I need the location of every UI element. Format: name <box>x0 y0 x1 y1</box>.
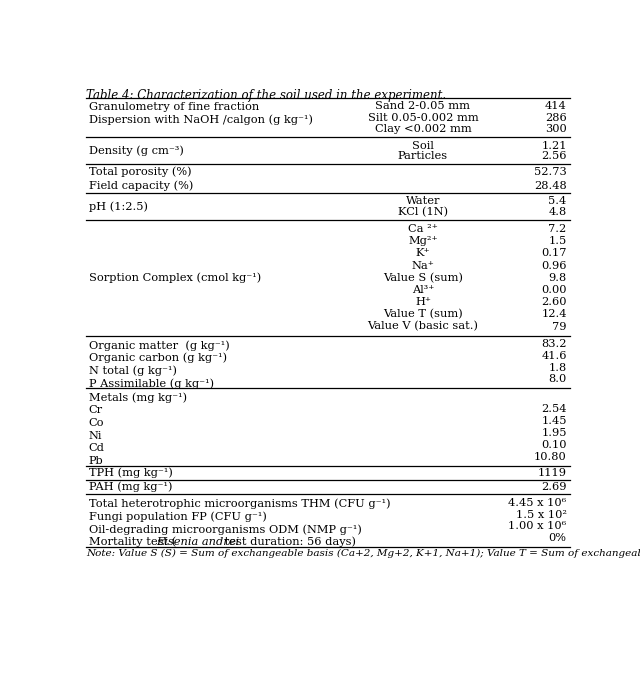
Text: Value V (basic sat.): Value V (basic sat.) <box>367 322 479 332</box>
Text: Fungi population FP (CFU g⁻¹): Fungi population FP (CFU g⁻¹) <box>88 511 266 522</box>
Text: 0.10: 0.10 <box>541 440 566 450</box>
Text: 9.8: 9.8 <box>548 273 566 283</box>
Text: Cd: Cd <box>88 444 104 453</box>
Text: Density (g cm⁻³): Density (g cm⁻³) <box>88 146 184 156</box>
Text: Table 4: Characterization of the soil used in the experiment.: Table 4: Characterization of the soil us… <box>86 89 446 103</box>
Text: Sorption Complex (cmol kg⁻¹): Sorption Complex (cmol kg⁻¹) <box>88 272 260 283</box>
Text: 0.96: 0.96 <box>541 261 566 270</box>
Text: Mortality test (: Mortality test ( <box>88 536 176 547</box>
Text: TPH (mg kg⁻¹): TPH (mg kg⁻¹) <box>88 468 172 478</box>
Text: K⁺: K⁺ <box>415 248 430 258</box>
Text: Ca ²⁺: Ca ²⁺ <box>408 224 438 234</box>
Text: Oil-degrading microorganisms ODM (NMP g⁻¹): Oil-degrading microorganisms ODM (NMP g⁻… <box>88 524 362 534</box>
Text: pH (1:2.5): pH (1:2.5) <box>88 201 148 211</box>
Text: 7.2: 7.2 <box>548 224 566 234</box>
Text: 1.95: 1.95 <box>541 428 566 438</box>
Text: PAH (mg kg⁻¹): PAH (mg kg⁻¹) <box>88 482 172 493</box>
Text: Silt 0.05-0.002 mm: Silt 0.05-0.002 mm <box>367 113 478 123</box>
Text: 0%: 0% <box>548 533 566 543</box>
Text: Co: Co <box>88 418 104 428</box>
Text: Pb: Pb <box>88 456 103 466</box>
Text: KCl (1N): KCl (1N) <box>398 207 448 217</box>
Text: Organic matter  (g kg⁻¹): Organic matter (g kg⁻¹) <box>88 340 229 351</box>
Text: 414: 414 <box>545 101 566 112</box>
Text: Total heterotrophic microorganisms THM (CFU g⁻¹): Total heterotrophic microorganisms THM (… <box>88 498 390 509</box>
Text: 286: 286 <box>545 113 566 123</box>
Text: 2.60: 2.60 <box>541 297 566 307</box>
Text: Particles: Particles <box>398 151 448 161</box>
Text: 4.8: 4.8 <box>548 207 566 217</box>
Text: 1.21: 1.21 <box>541 141 566 150</box>
Text: test duration: 56 days): test duration: 56 days) <box>221 536 356 547</box>
Text: Sand 2-0.05 mm: Sand 2-0.05 mm <box>376 101 470 112</box>
Text: 1.5 x 10²: 1.5 x 10² <box>516 510 566 520</box>
Text: Note: Value S (S) = Sum of exchangeable basis (Ca+2, Mg+2, K+1, Na+1); Value T =: Note: Value S (S) = Sum of exchangeable … <box>86 549 640 558</box>
Text: 28.48: 28.48 <box>534 181 566 191</box>
Text: 10.80: 10.80 <box>534 452 566 462</box>
Text: 4.45 x 10⁶: 4.45 x 10⁶ <box>508 498 566 508</box>
Text: 2.56: 2.56 <box>541 151 566 161</box>
Text: Value T (sum): Value T (sum) <box>383 309 463 319</box>
Text: 2.54: 2.54 <box>541 404 566 414</box>
Text: Mg²⁺: Mg²⁺ <box>408 236 438 246</box>
Text: Ni: Ni <box>88 431 102 441</box>
Text: Organic carbon (g kg⁻¹): Organic carbon (g kg⁻¹) <box>88 353 227 363</box>
Text: Eisenia andrei: Eisenia andrei <box>156 537 239 547</box>
Text: 12.4: 12.4 <box>541 309 566 319</box>
Text: 5.4: 5.4 <box>548 196 566 206</box>
Text: Al³⁺: Al³⁺ <box>412 285 434 295</box>
Text: 0.00: 0.00 <box>541 285 566 295</box>
Text: 1.8: 1.8 <box>548 362 566 373</box>
Text: Water: Water <box>406 196 440 206</box>
Text: N total (g kg⁻¹): N total (g kg⁻¹) <box>88 365 177 376</box>
Text: 1119: 1119 <box>538 468 566 478</box>
Text: 1.5: 1.5 <box>548 236 566 246</box>
Text: Na⁺: Na⁺ <box>412 261 435 270</box>
Text: Cr: Cr <box>88 405 102 415</box>
Text: 41.6: 41.6 <box>541 351 566 361</box>
Text: Field capacity (%): Field capacity (%) <box>88 180 193 191</box>
Text: 83.2: 83.2 <box>541 340 566 349</box>
Text: 79: 79 <box>552 322 566 331</box>
Text: 300: 300 <box>545 124 566 134</box>
Text: Soil: Soil <box>412 141 434 150</box>
Text: Granulometry of fine fraction: Granulometry of fine fraction <box>88 103 259 112</box>
Text: 0.17: 0.17 <box>541 248 566 258</box>
Text: Metals (mg kg⁻¹): Metals (mg kg⁻¹) <box>88 392 187 403</box>
Text: H⁺: H⁺ <box>415 297 431 307</box>
Text: 1.00 x 10⁶: 1.00 x 10⁶ <box>508 521 566 532</box>
Text: Value S (sum): Value S (sum) <box>383 272 463 283</box>
Text: 52.73: 52.73 <box>534 166 566 177</box>
Text: Total porosity (%): Total porosity (%) <box>88 166 191 177</box>
Text: Dispersion with NaOH /calgon (g kg⁻¹): Dispersion with NaOH /calgon (g kg⁻¹) <box>88 115 312 125</box>
Text: 1.45: 1.45 <box>541 416 566 426</box>
Text: P Assimilable (g kg⁻¹): P Assimilable (g kg⁻¹) <box>88 378 214 389</box>
Text: Clay <0.002 mm: Clay <0.002 mm <box>374 124 471 134</box>
Text: 2.69: 2.69 <box>541 482 566 492</box>
Text: 8.0: 8.0 <box>548 374 566 385</box>
